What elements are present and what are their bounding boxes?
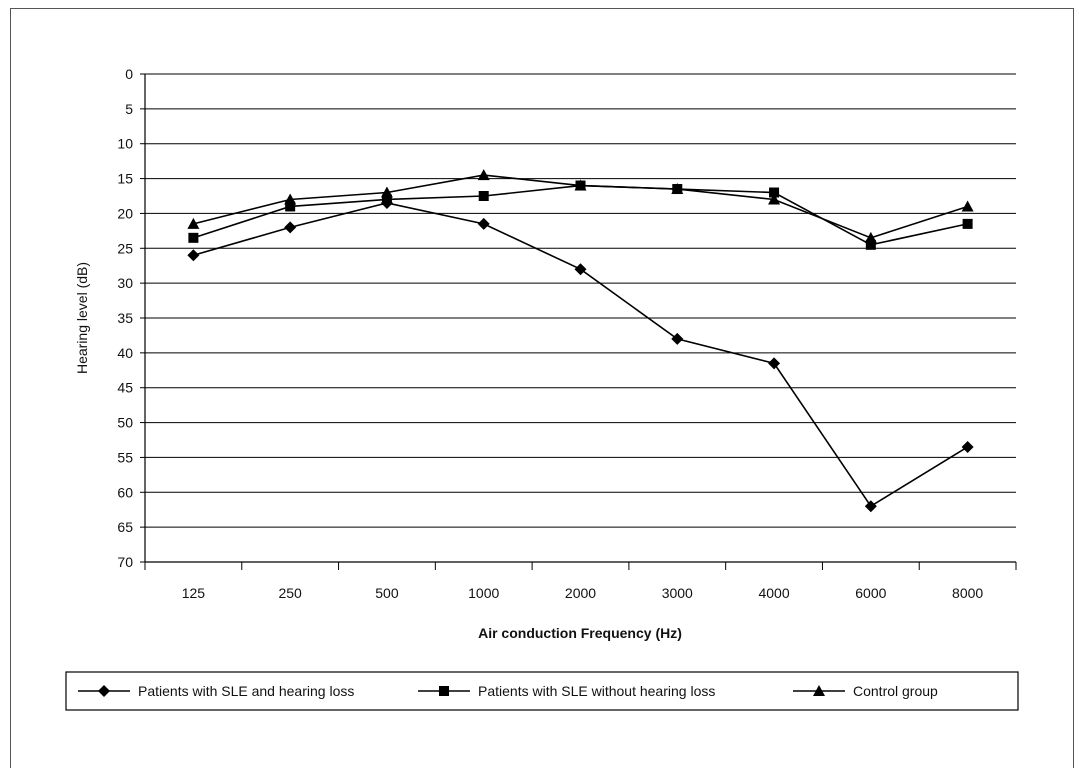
data-point bbox=[285, 201, 296, 212]
y-tick-label: 10 bbox=[117, 136, 133, 152]
y-tick-label: 50 bbox=[117, 415, 133, 431]
legend-label: Control group bbox=[853, 683, 938, 699]
y-tick-label: 5 bbox=[125, 101, 133, 117]
y-tick-label: 20 bbox=[117, 205, 133, 221]
data-point bbox=[864, 500, 877, 513]
data-point bbox=[574, 179, 587, 191]
series-group bbox=[187, 169, 974, 513]
data-point bbox=[574, 263, 587, 276]
data-point bbox=[284, 193, 297, 205]
data-point bbox=[188, 232, 199, 243]
data-point bbox=[671, 332, 684, 345]
x-tick-label: 1000 bbox=[468, 585, 499, 601]
legend-label: Patients with SLE without hearing loss bbox=[478, 683, 715, 699]
y-tick-label: 40 bbox=[117, 345, 133, 361]
data-point bbox=[962, 218, 973, 229]
y-tick-label: 60 bbox=[117, 484, 133, 500]
legend: Patients with SLE and hearing loss Patien… bbox=[65, 671, 1019, 711]
y-axis: 0 5 10 15 20 25 30 35 40 45 50 55 60 65 70 bbox=[117, 66, 146, 570]
series-square bbox=[188, 180, 973, 250]
data-point bbox=[284, 221, 297, 234]
gridlines bbox=[145, 73, 1016, 563]
y-axis-title: Hearing level (dB) bbox=[74, 262, 90, 374]
data-point bbox=[187, 249, 200, 262]
legend-marker bbox=[98, 685, 110, 697]
y-tick-label: 35 bbox=[117, 310, 133, 326]
legend-marker bbox=[439, 686, 449, 696]
series-line bbox=[193, 184, 968, 246]
y-tick-label: 55 bbox=[117, 449, 133, 465]
data-point bbox=[865, 239, 876, 250]
y-tick-label: 15 bbox=[117, 171, 133, 187]
legend-label: Patients with SLE and hearing loss bbox=[138, 683, 354, 699]
legend-box bbox=[65, 671, 1019, 711]
data-point bbox=[768, 193, 781, 205]
legend-entry: Patients with SLE without hearing loss bbox=[418, 683, 715, 699]
x-tick-label: 250 bbox=[278, 585, 302, 601]
data-point bbox=[187, 217, 200, 229]
x-tick-label: 4000 bbox=[758, 585, 789, 601]
data-point bbox=[769, 187, 780, 198]
data-point bbox=[477, 217, 490, 230]
data-point bbox=[768, 357, 781, 370]
chart-frame bbox=[10, 8, 1074, 768]
data-point bbox=[478, 191, 489, 201]
legend-entry: Patients with SLE and hearing loss bbox=[78, 683, 354, 699]
series-triangle bbox=[187, 169, 974, 243]
legend-entry: Control group bbox=[793, 683, 938, 699]
x-tick-label: 3000 bbox=[662, 585, 693, 601]
data-point bbox=[961, 440, 974, 453]
data-point bbox=[961, 200, 974, 212]
data-point bbox=[381, 194, 392, 205]
data-point bbox=[477, 169, 490, 181]
x-tick-label: 2000 bbox=[565, 585, 596, 601]
y-tick-label: 25 bbox=[117, 240, 133, 256]
y-tick-label: 65 bbox=[117, 519, 133, 535]
x-tick-label: 125 bbox=[182, 585, 206, 601]
y-tick-label: 0 bbox=[125, 66, 133, 82]
x-axis-title: Air conduction Frequency (Hz) bbox=[478, 625, 682, 641]
legend-marker bbox=[813, 685, 825, 696]
x-tick-label: 6000 bbox=[855, 585, 886, 601]
series-diamond bbox=[187, 196, 974, 513]
data-point bbox=[380, 186, 393, 198]
x-tick-label: 8000 bbox=[952, 585, 983, 601]
data-point bbox=[864, 231, 877, 243]
y-tick-label: 70 bbox=[117, 554, 133, 570]
y-tick-label: 45 bbox=[117, 380, 133, 396]
x-axis: 125 250 500 1000 2000 3000 4000 6000 8000 bbox=[144, 561, 1017, 601]
y-tick-label: 30 bbox=[117, 275, 133, 291]
x-tick-label: 500 bbox=[375, 585, 399, 601]
data-point bbox=[671, 183, 684, 195]
